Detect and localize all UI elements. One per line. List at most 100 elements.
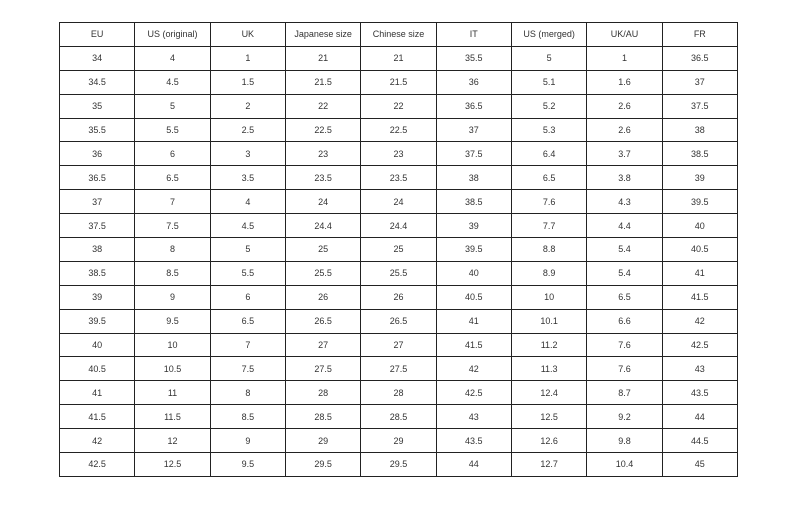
table-cell: 27.5 bbox=[360, 356, 437, 382]
table-cell: 36.5 bbox=[58, 165, 136, 191]
table-cell: 5.4 bbox=[586, 260, 663, 286]
column-header: IT bbox=[435, 22, 512, 47]
table-row: 37.5 7.5 4.5 24.4 24.4 39 7.7 4.4 40 bbox=[58, 213, 739, 239]
table-row: 34 4 1 21 21 35.5 5 1 36.5 bbox=[58, 45, 739, 71]
table-cell: 12 bbox=[134, 428, 211, 454]
table-cell: 40 bbox=[435, 260, 512, 286]
table-cell: 38 bbox=[661, 117, 739, 143]
table-cell: 39.5 bbox=[661, 189, 739, 215]
column-header: EU bbox=[58, 22, 136, 47]
table-cell: 25 bbox=[284, 237, 362, 262]
table-cell: 2.5 bbox=[209, 117, 286, 143]
table-cell: 29.5 bbox=[360, 452, 437, 477]
table-cell: 7.6 bbox=[510, 189, 588, 215]
table-cell: 38 bbox=[58, 237, 136, 262]
table-cell: 21.5 bbox=[284, 69, 362, 95]
table-cell: 24.4 bbox=[360, 213, 437, 239]
table-cell: 21 bbox=[284, 45, 362, 71]
table-cell: 40.5 bbox=[435, 284, 512, 310]
column-header: UK bbox=[209, 22, 286, 47]
table-cell: 41.5 bbox=[435, 332, 512, 358]
table-cell: 45 bbox=[661, 452, 739, 477]
table-cell: 41 bbox=[58, 380, 136, 406]
table-cell: 22.5 bbox=[284, 117, 362, 143]
table-cell: 34 bbox=[58, 45, 136, 71]
table-cell: 44 bbox=[435, 452, 512, 477]
table-cell: 6.6 bbox=[586, 308, 663, 334]
table-cell: 1 bbox=[209, 45, 286, 71]
table-cell: 7.5 bbox=[209, 356, 286, 382]
header-row: EU US (original) UK Japanese size Chinese si… bbox=[58, 22, 739, 47]
table-cell: 23.5 bbox=[284, 165, 362, 191]
table-cell: 2.6 bbox=[586, 93, 663, 119]
table-cell: 40 bbox=[58, 332, 136, 358]
table-cell: 25 bbox=[360, 237, 437, 262]
table-cell: 35.5 bbox=[58, 117, 136, 143]
table-cell: 24 bbox=[284, 189, 362, 215]
table-cell: 23 bbox=[284, 141, 362, 167]
table-cell: 4.5 bbox=[209, 213, 286, 239]
table-cell: 8.8 bbox=[510, 237, 588, 262]
table-cell: 42.5 bbox=[661, 332, 739, 358]
table-cell: 5.3 bbox=[510, 117, 588, 143]
table-cell: 41 bbox=[661, 260, 739, 286]
table-cell: 12.5 bbox=[134, 452, 211, 477]
table-cell: 37 bbox=[58, 189, 136, 215]
table-cell: 8 bbox=[209, 380, 286, 406]
table-cell: 39.5 bbox=[435, 237, 512, 262]
table-cell: 11.2 bbox=[510, 332, 588, 358]
table-cell: 43 bbox=[435, 404, 512, 430]
table-cell: 25.5 bbox=[360, 260, 437, 286]
table-cell: 3.5 bbox=[209, 165, 286, 191]
column-header: Chinese size bbox=[360, 22, 437, 47]
table-cell: 11 bbox=[134, 380, 211, 406]
table-body: 34 4 1 21 21 35.5 5 1 36.5 34.5 4.5 1.5 21.5 21.5 36 5.… bbox=[58, 45, 739, 477]
table-cell: 3.8 bbox=[586, 165, 663, 191]
table-cell: 27 bbox=[360, 332, 437, 358]
table-cell: 43 bbox=[661, 356, 739, 382]
table-cell: 2 bbox=[209, 93, 286, 119]
table-cell: 4.5 bbox=[134, 69, 211, 95]
table-cell: 38.5 bbox=[58, 260, 136, 286]
table-cell: 37.5 bbox=[58, 213, 136, 239]
table-cell: 5 bbox=[134, 93, 211, 119]
table-cell: 10 bbox=[510, 284, 588, 310]
table-cell: 7 bbox=[134, 189, 211, 215]
table-cell: 9.8 bbox=[586, 428, 663, 454]
table-cell: 26 bbox=[360, 284, 437, 310]
table-cell: 42 bbox=[58, 428, 136, 454]
table-cell: 44 bbox=[661, 404, 739, 430]
table-cell: 37 bbox=[435, 117, 512, 143]
table-cell: 6.4 bbox=[510, 141, 588, 167]
table-cell: 42.5 bbox=[435, 380, 512, 406]
table-cell: 27 bbox=[284, 332, 362, 358]
table-cell: 40.5 bbox=[661, 237, 739, 262]
table-cell: 4 bbox=[209, 189, 286, 215]
table-cell: 26.5 bbox=[360, 308, 437, 334]
table-cell: 4 bbox=[134, 45, 211, 71]
table-row: 42 12 9 29 29 43.5 12.6 9.8 44.5 bbox=[58, 428, 739, 454]
table-row: 35.5 5.5 2.5 22.5 22.5 37 5.3 2.6 38 bbox=[58, 117, 739, 143]
table-cell: 29 bbox=[360, 428, 437, 454]
table-cell: 6 bbox=[209, 284, 286, 310]
table-cell: 12.4 bbox=[510, 380, 588, 406]
table-cell: 36.5 bbox=[435, 93, 512, 119]
table-cell: 9 bbox=[134, 284, 211, 310]
table-cell: 6.5 bbox=[510, 165, 588, 191]
table-cell: 35.5 bbox=[435, 45, 512, 71]
table-cell: 41 bbox=[435, 308, 512, 334]
table-cell: 11.3 bbox=[510, 356, 588, 382]
table-cell: 36.5 bbox=[661, 45, 739, 71]
table-cell: 12.6 bbox=[510, 428, 588, 454]
table-cell: 6 bbox=[134, 141, 211, 167]
table-cell: 28 bbox=[284, 380, 362, 406]
table-cell: 5 bbox=[510, 45, 588, 71]
table-cell: 28 bbox=[360, 380, 437, 406]
table-row: 37 7 4 24 24 38.5 7.6 4.3 39.5 bbox=[58, 189, 739, 215]
table-cell: 34.5 bbox=[58, 69, 136, 95]
table-cell: 9.5 bbox=[209, 452, 286, 477]
table-cell: 8.5 bbox=[209, 404, 286, 430]
table-cell: 29.5 bbox=[284, 452, 362, 477]
table-row: 36 6 3 23 23 37.5 6.4 3.7 38.5 bbox=[58, 141, 739, 167]
column-header: US (merged) bbox=[510, 22, 588, 47]
